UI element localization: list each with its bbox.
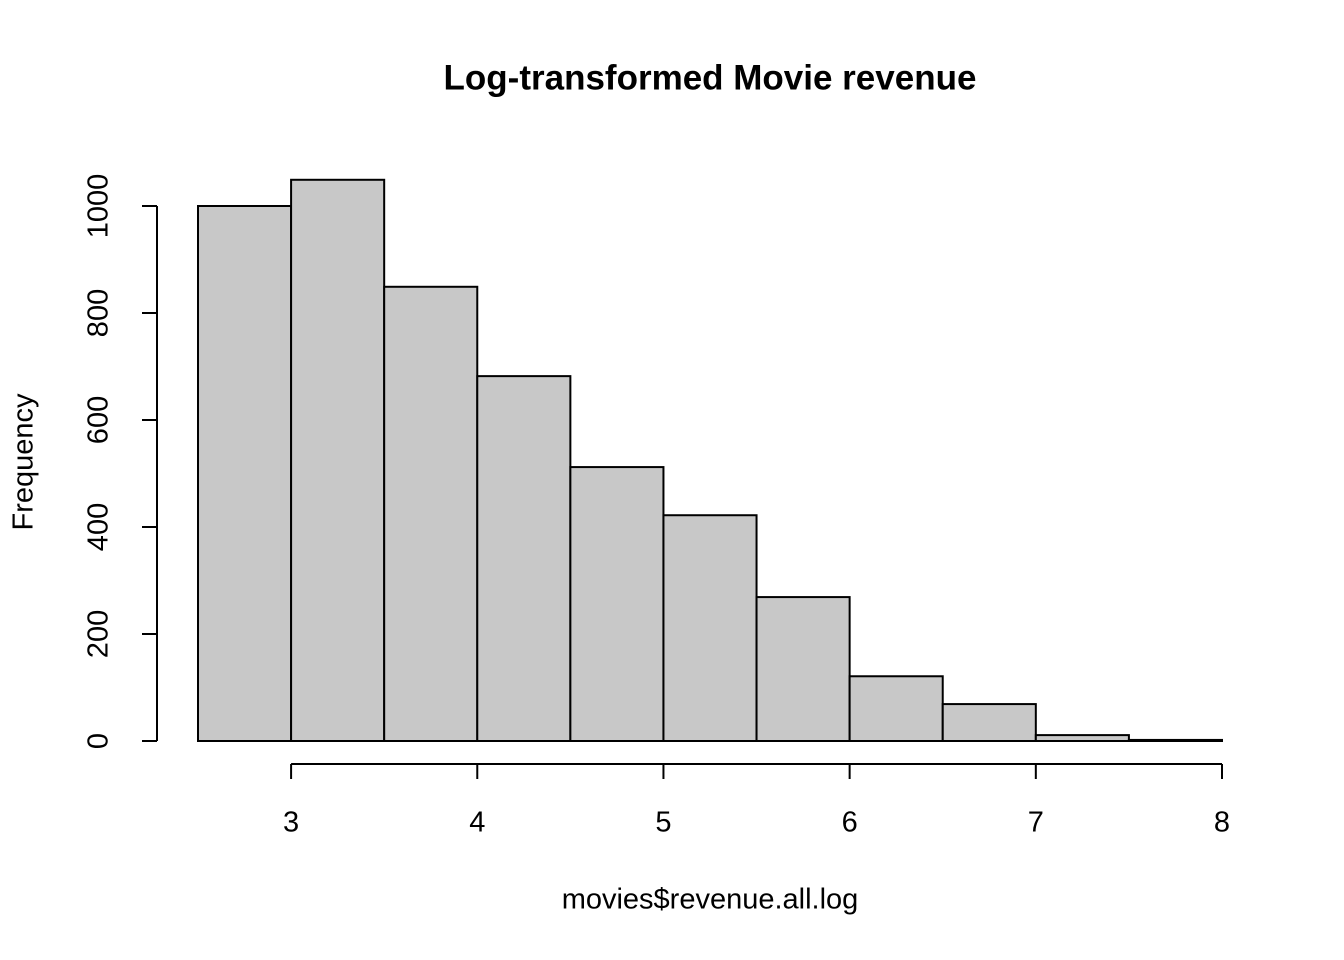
bar	[290, 178, 386, 743]
bar	[383, 285, 479, 742]
y-tick-label: 400	[83, 503, 115, 551]
x-tick-label: 8	[1214, 807, 1230, 839]
bar	[569, 466, 665, 742]
bar	[1127, 738, 1223, 742]
x-tick-label: 7	[1028, 807, 1044, 839]
y-tick-label: 200	[83, 610, 115, 658]
bar	[941, 703, 1037, 743]
bar	[197, 205, 293, 742]
y-tick-label: 0	[83, 733, 115, 749]
bar	[1034, 734, 1130, 742]
y-tick-label: 600	[83, 396, 115, 444]
bar	[662, 514, 758, 742]
x-tick-label: 3	[283, 807, 299, 839]
bar	[755, 596, 851, 743]
y-axis-label: Frequency	[8, 393, 40, 531]
y-tick-label: 1000	[83, 174, 115, 239]
chart-title: Log-transformed Movie revenue	[444, 58, 977, 97]
x-tick-label: 6	[842, 807, 858, 839]
bar	[476, 375, 572, 742]
x-axis-label: movies$revenue.all.log	[562, 884, 859, 916]
bar	[848, 675, 944, 743]
y-tick-label: 800	[83, 289, 115, 337]
x-tick-label: 4	[469, 807, 485, 839]
x-tick-label: 5	[655, 807, 671, 839]
